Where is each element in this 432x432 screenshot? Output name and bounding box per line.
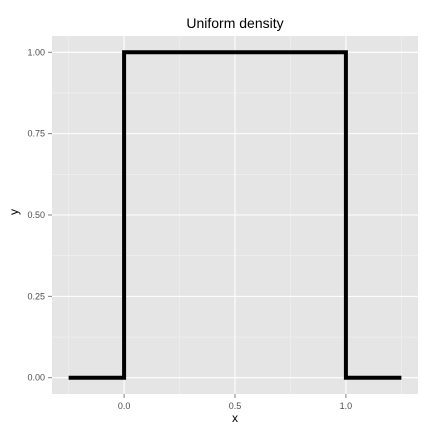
series-layer [68,50,402,380]
y-tick-label: 1.00 [27,47,45,57]
x-tick-label: 1.0 [340,401,353,411]
chart-title: Uniform density [186,15,283,31]
y-tick-label: 0.25 [27,291,45,301]
density-line [68,50,402,380]
y-tick-label: 0.00 [27,373,45,383]
x-tick-label: 0.5 [229,401,242,411]
y-tick-label: 0.50 [27,210,45,220]
y-axis-ticks: 0.00 0.25 0.50 0.75 1.00 [27,47,52,383]
y-tick-label: 0.75 [27,129,45,139]
x-axis-ticks: 0.0 0.5 1.0 [118,394,352,411]
y-axis-label: y [7,209,21,215]
x-axis-label: x [232,411,238,425]
x-tick-label: 0.0 [118,401,131,411]
